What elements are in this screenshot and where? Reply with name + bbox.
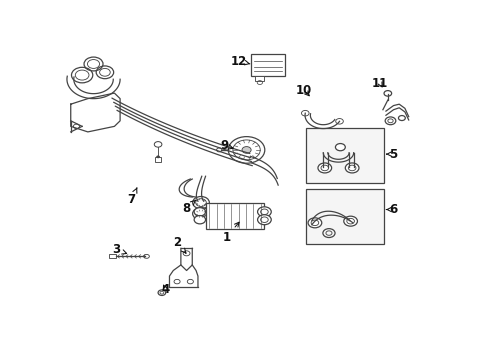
Circle shape (228, 136, 265, 163)
Circle shape (144, 255, 149, 258)
Text: 3: 3 (112, 243, 126, 256)
Text: 4: 4 (162, 283, 170, 296)
Circle shape (156, 156, 160, 158)
Text: 5: 5 (387, 148, 398, 161)
Circle shape (336, 144, 345, 151)
Text: 6: 6 (387, 203, 398, 216)
Circle shape (385, 117, 396, 125)
Circle shape (301, 111, 309, 116)
Bar (255, 76, 265, 81)
Circle shape (345, 163, 359, 173)
Circle shape (258, 215, 271, 225)
Circle shape (194, 216, 206, 224)
Circle shape (398, 116, 405, 121)
Text: 2: 2 (173, 236, 186, 253)
Text: 8: 8 (182, 200, 196, 215)
Text: 10: 10 (296, 84, 313, 97)
Circle shape (193, 197, 209, 209)
Circle shape (308, 218, 322, 228)
Bar (251, 54, 285, 76)
Circle shape (318, 163, 332, 173)
Bar (155, 157, 161, 162)
Bar (206, 203, 265, 229)
Circle shape (242, 147, 251, 153)
Circle shape (384, 91, 392, 96)
Text: 12: 12 (231, 55, 250, 68)
Circle shape (217, 148, 222, 152)
Circle shape (336, 118, 343, 124)
Circle shape (194, 208, 206, 216)
Text: 1: 1 (222, 222, 239, 244)
Bar (306, 128, 384, 183)
Circle shape (258, 207, 271, 217)
Circle shape (193, 208, 209, 220)
Text: 11: 11 (372, 77, 389, 90)
Text: 7: 7 (127, 188, 137, 206)
Text: 9: 9 (220, 139, 233, 152)
Bar (306, 189, 384, 244)
Bar (109, 255, 116, 258)
Circle shape (344, 216, 358, 226)
